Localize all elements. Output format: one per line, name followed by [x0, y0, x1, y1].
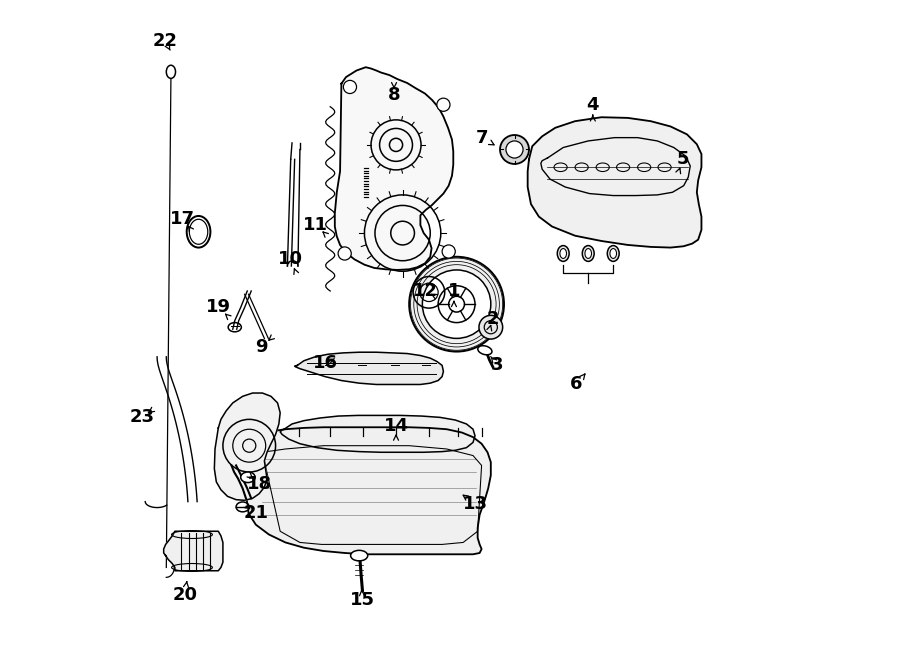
- Text: 7: 7: [475, 129, 488, 147]
- Text: 2: 2: [487, 309, 499, 328]
- Text: 16: 16: [312, 354, 338, 372]
- Text: 1: 1: [447, 282, 460, 300]
- Ellipse shape: [240, 472, 256, 483]
- Polygon shape: [246, 427, 490, 555]
- Text: 20: 20: [172, 586, 197, 604]
- Text: 11: 11: [303, 216, 328, 234]
- Circle shape: [338, 247, 351, 260]
- Ellipse shape: [351, 551, 368, 561]
- Polygon shape: [164, 531, 223, 570]
- Circle shape: [500, 135, 529, 164]
- Text: 21: 21: [243, 504, 268, 522]
- Text: 17: 17: [170, 210, 195, 227]
- Circle shape: [506, 141, 523, 158]
- Ellipse shape: [582, 246, 594, 261]
- Circle shape: [442, 245, 455, 258]
- Polygon shape: [214, 393, 280, 500]
- Polygon shape: [527, 117, 701, 248]
- Text: 5: 5: [677, 150, 689, 169]
- Text: 14: 14: [383, 417, 409, 435]
- Polygon shape: [294, 352, 444, 385]
- Ellipse shape: [229, 323, 241, 332]
- Circle shape: [344, 81, 356, 94]
- Ellipse shape: [236, 502, 249, 512]
- Ellipse shape: [608, 246, 619, 261]
- Ellipse shape: [478, 346, 492, 355]
- Text: 10: 10: [278, 251, 303, 268]
- Ellipse shape: [585, 249, 591, 258]
- Text: 12: 12: [412, 282, 437, 300]
- Text: 3: 3: [491, 356, 504, 373]
- Text: 19: 19: [206, 299, 230, 317]
- Circle shape: [436, 98, 450, 111]
- Text: 13: 13: [463, 494, 488, 513]
- Text: 23: 23: [130, 408, 155, 426]
- Circle shape: [410, 256, 504, 352]
- Polygon shape: [280, 415, 475, 452]
- Circle shape: [479, 315, 503, 339]
- Text: 4: 4: [587, 96, 599, 114]
- Text: 22: 22: [152, 32, 177, 50]
- Text: 18: 18: [247, 475, 272, 493]
- Text: 6: 6: [570, 375, 582, 393]
- Circle shape: [422, 270, 490, 338]
- Ellipse shape: [560, 249, 566, 258]
- Ellipse shape: [610, 249, 616, 258]
- Text: 9: 9: [255, 338, 267, 356]
- Polygon shape: [335, 67, 454, 270]
- Ellipse shape: [557, 246, 569, 261]
- Text: 15: 15: [350, 592, 375, 609]
- Text: 8: 8: [388, 86, 400, 104]
